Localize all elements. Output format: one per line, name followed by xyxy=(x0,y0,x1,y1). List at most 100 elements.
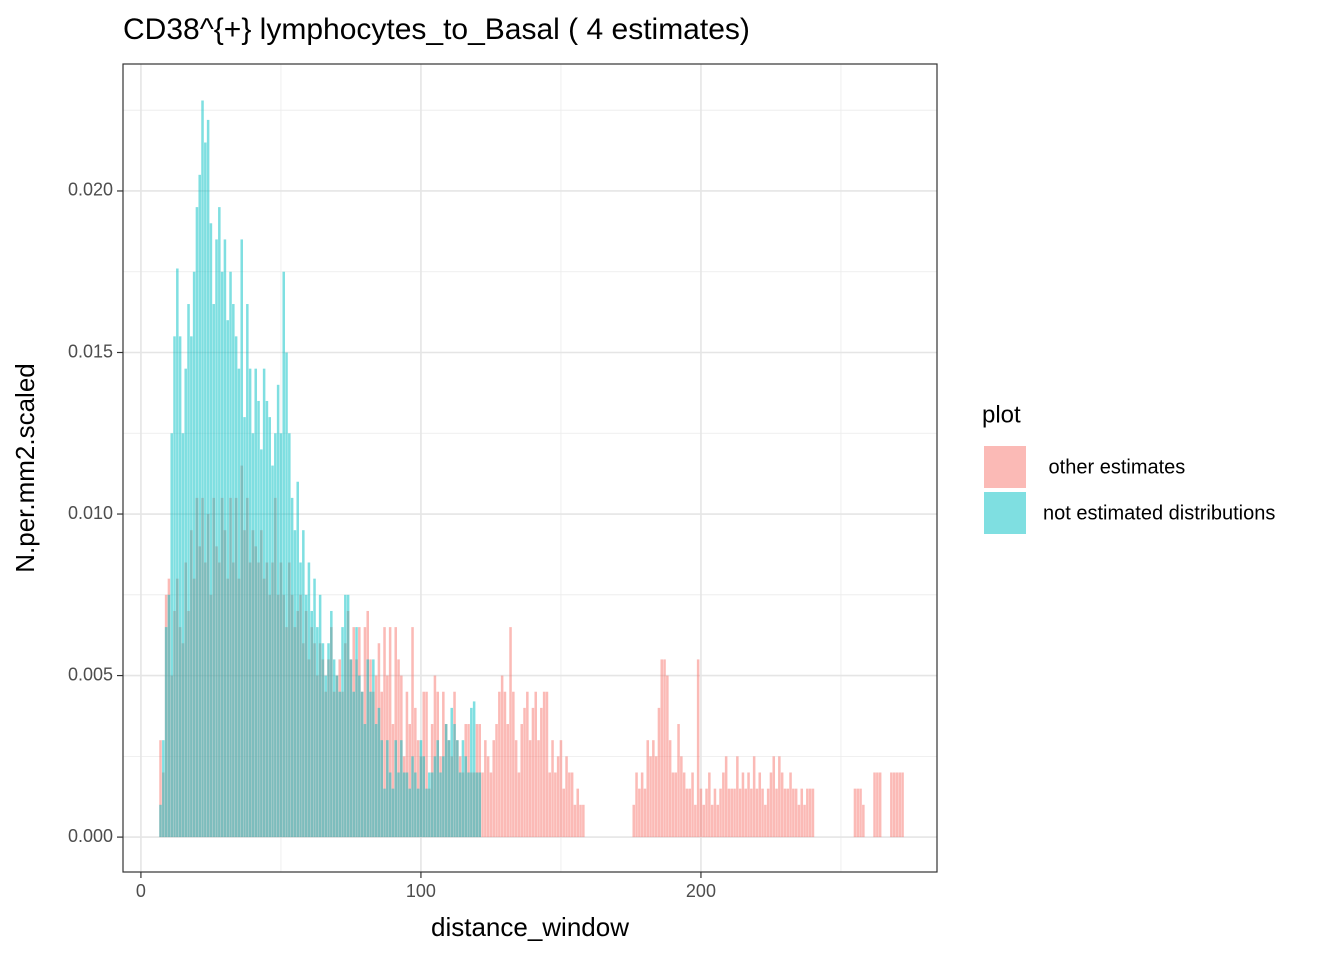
bar xyxy=(691,772,694,838)
grid xyxy=(123,64,937,872)
bar xyxy=(540,707,543,838)
bar xyxy=(265,400,269,838)
bar xyxy=(304,594,308,838)
bar xyxy=(755,788,759,838)
bar xyxy=(192,271,196,838)
bar xyxy=(430,772,434,838)
bar xyxy=(380,740,383,838)
bar xyxy=(741,772,745,838)
axes: 0 100 200 0.000 0.005 0.010 0.015 0.020 xyxy=(68,180,716,901)
plot-border xyxy=(122,63,938,873)
bar xyxy=(542,691,546,838)
bar xyxy=(232,304,235,838)
bar xyxy=(279,433,283,838)
bar xyxy=(433,756,437,838)
bar xyxy=(568,772,571,838)
bar xyxy=(682,772,686,838)
bar xyxy=(671,772,675,838)
bar xyxy=(374,724,378,838)
bar xyxy=(716,804,720,838)
bar xyxy=(730,788,734,838)
bar xyxy=(495,724,498,838)
bar xyxy=(803,804,806,838)
bar xyxy=(892,772,896,838)
bar xyxy=(436,740,439,838)
bar xyxy=(859,788,862,838)
bar xyxy=(705,788,708,838)
bar xyxy=(223,239,227,838)
bar xyxy=(492,740,495,838)
bar xyxy=(579,804,582,838)
bar xyxy=(562,788,566,838)
bar xyxy=(330,610,333,838)
bar xyxy=(310,610,313,838)
bar xyxy=(302,530,305,838)
bar xyxy=(531,707,535,838)
bar xyxy=(355,627,358,838)
bar xyxy=(332,659,336,838)
bar xyxy=(344,594,347,838)
bar xyxy=(534,691,538,838)
x-tick-label: 200 xyxy=(686,881,716,901)
bar xyxy=(640,772,644,838)
bar xyxy=(388,627,392,838)
y-tick-label: 0.010 xyxy=(68,503,113,523)
bar xyxy=(523,707,526,838)
bar xyxy=(780,772,784,838)
bar xyxy=(470,707,473,838)
bar xyxy=(307,562,311,838)
bar xyxy=(708,772,711,838)
bar xyxy=(643,788,647,838)
legend-key xyxy=(984,492,1026,534)
bar xyxy=(862,804,865,838)
bar xyxy=(260,449,263,838)
bar xyxy=(246,304,249,838)
bar xyxy=(873,772,876,838)
bar xyxy=(736,756,739,838)
bar xyxy=(346,594,350,838)
legend-key xyxy=(984,446,1026,488)
bar xyxy=(176,268,179,838)
bar xyxy=(685,788,689,838)
bar xyxy=(890,772,893,838)
legend-label: not estimated distributions xyxy=(1043,502,1275,524)
bar xyxy=(394,627,397,838)
bar xyxy=(234,336,238,838)
bar xyxy=(517,772,521,838)
bar xyxy=(806,788,809,838)
bar xyxy=(696,659,700,838)
bar xyxy=(635,772,638,838)
bar xyxy=(478,772,481,838)
bar xyxy=(772,756,776,838)
bar xyxy=(159,740,162,838)
bar xyxy=(178,336,182,838)
bar xyxy=(243,417,246,838)
bar xyxy=(444,724,448,838)
y-tick-label: 0.005 xyxy=(68,664,113,684)
bar xyxy=(811,788,815,838)
bar xyxy=(397,772,400,838)
bar xyxy=(450,707,453,838)
bar xyxy=(391,724,395,838)
bar xyxy=(699,788,703,838)
bar xyxy=(789,772,792,838)
bar xyxy=(411,756,414,838)
bar xyxy=(461,740,465,838)
bar xyxy=(769,772,773,838)
bar xyxy=(372,659,375,838)
bar xyxy=(201,100,204,838)
y-tick-label: 0.000 xyxy=(68,826,113,846)
bar xyxy=(484,740,487,838)
bar xyxy=(327,643,330,838)
bar xyxy=(262,368,266,838)
bar xyxy=(738,788,742,838)
bar xyxy=(293,530,297,838)
bar xyxy=(576,788,580,838)
bar xyxy=(674,772,678,838)
bar xyxy=(565,756,568,838)
bar xyxy=(573,804,577,838)
x-tick-label: 100 xyxy=(406,881,436,901)
bar xyxy=(422,756,425,838)
bar xyxy=(722,772,725,838)
bar xyxy=(181,433,185,838)
